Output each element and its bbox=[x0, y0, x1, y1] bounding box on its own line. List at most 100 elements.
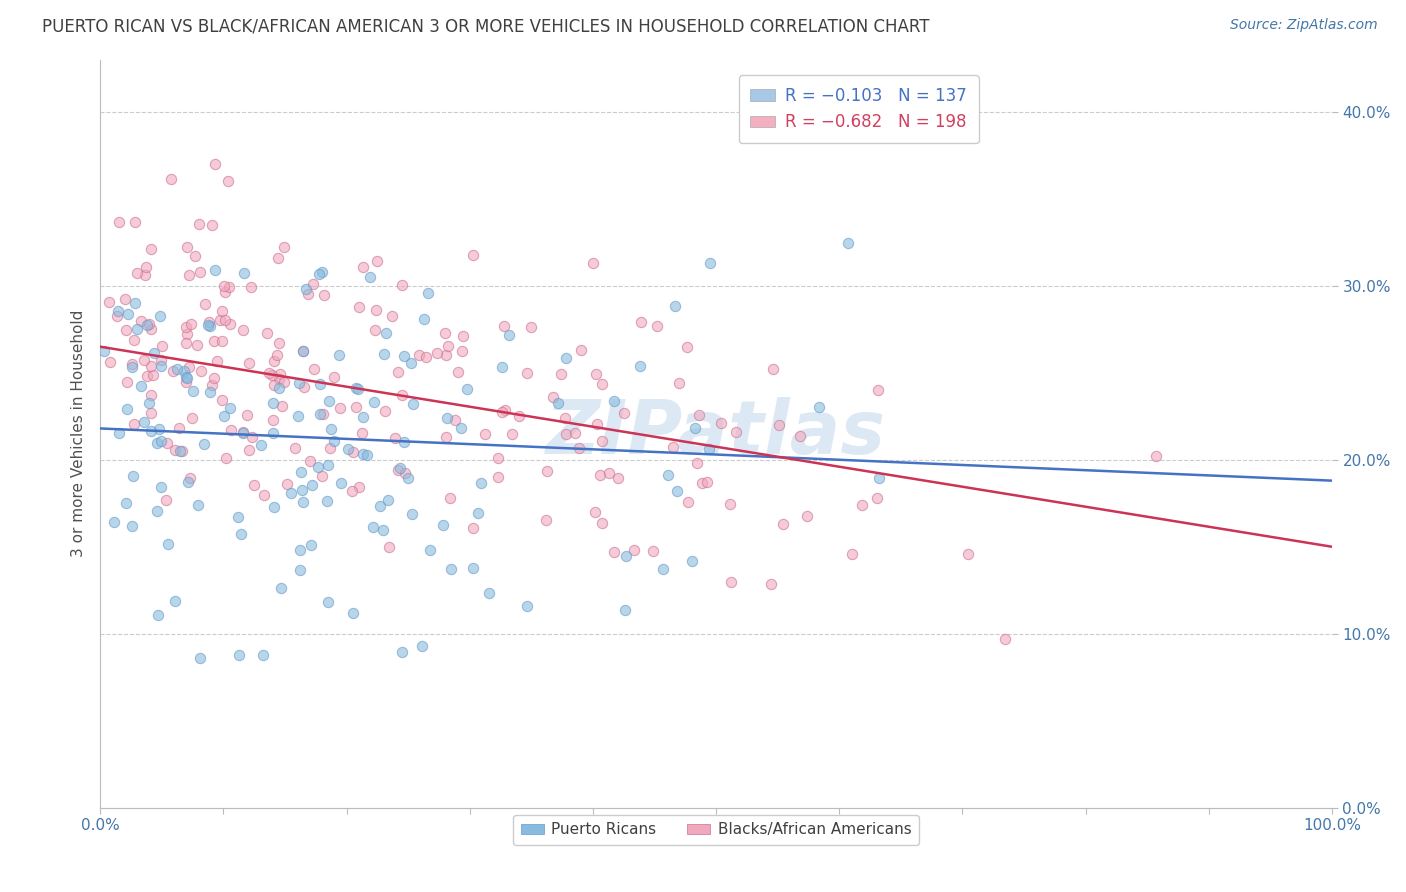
Point bbox=[194, 296, 217, 310]
Point bbox=[344, 381, 367, 395]
Point bbox=[124, 296, 146, 310]
Point bbox=[439, 491, 461, 505]
Point bbox=[299, 538, 322, 552]
Point bbox=[211, 393, 233, 408]
Point bbox=[219, 423, 242, 437]
Point bbox=[516, 599, 538, 614]
Point bbox=[117, 307, 139, 321]
Point bbox=[121, 360, 143, 375]
Point bbox=[628, 359, 651, 374]
Point bbox=[287, 409, 309, 423]
Point bbox=[273, 375, 295, 389]
Point bbox=[179, 471, 201, 485]
Point bbox=[688, 408, 710, 422]
Point bbox=[177, 475, 200, 489]
Point bbox=[662, 440, 685, 454]
Point bbox=[543, 390, 565, 404]
Point bbox=[699, 442, 721, 456]
Point bbox=[391, 645, 413, 659]
Point bbox=[432, 518, 454, 533]
Point bbox=[309, 407, 332, 421]
Point bbox=[139, 387, 162, 401]
Point bbox=[292, 495, 315, 509]
Point bbox=[312, 287, 335, 301]
Point bbox=[232, 425, 254, 440]
Point bbox=[250, 438, 273, 452]
Point bbox=[426, 345, 449, 359]
Point bbox=[359, 270, 381, 285]
Point bbox=[356, 448, 378, 462]
Point bbox=[415, 351, 437, 365]
Point bbox=[349, 480, 371, 494]
Point bbox=[664, 299, 686, 313]
Point bbox=[394, 349, 416, 363]
Point bbox=[302, 362, 325, 376]
Point bbox=[418, 285, 440, 300]
Point bbox=[308, 268, 330, 282]
Point bbox=[568, 441, 591, 455]
Point bbox=[591, 377, 613, 392]
Point bbox=[554, 351, 576, 366]
Point bbox=[139, 242, 162, 256]
Point bbox=[591, 434, 613, 449]
Point bbox=[474, 427, 496, 442]
Point bbox=[186, 338, 208, 352]
Point bbox=[447, 365, 470, 379]
Point bbox=[266, 348, 288, 362]
Point bbox=[232, 425, 254, 440]
Point bbox=[174, 320, 197, 334]
Point bbox=[408, 348, 430, 362]
Point bbox=[402, 397, 425, 411]
Point bbox=[606, 471, 628, 485]
Point bbox=[586, 417, 609, 431]
Point bbox=[214, 278, 236, 293]
Point bbox=[718, 497, 741, 511]
Point bbox=[368, 500, 391, 514]
Text: ZIPatlas: ZIPatlas bbox=[546, 397, 886, 470]
Point bbox=[768, 418, 790, 433]
Point bbox=[686, 456, 709, 470]
Point bbox=[218, 401, 240, 415]
Point bbox=[956, 547, 979, 561]
Point bbox=[720, 574, 742, 589]
Point bbox=[179, 268, 201, 283]
Point bbox=[486, 450, 509, 465]
Point bbox=[498, 328, 520, 343]
Point bbox=[439, 561, 461, 575]
Point bbox=[129, 314, 152, 328]
Point bbox=[643, 543, 665, 558]
Point bbox=[411, 639, 433, 653]
Point bbox=[226, 510, 249, 524]
Point bbox=[138, 317, 160, 331]
Point bbox=[837, 236, 859, 251]
Point bbox=[318, 441, 340, 455]
Point bbox=[232, 323, 254, 337]
Point bbox=[685, 421, 707, 435]
Point bbox=[384, 431, 406, 445]
Point bbox=[134, 268, 156, 282]
Point bbox=[352, 426, 374, 441]
Point bbox=[582, 256, 605, 270]
Point bbox=[808, 400, 831, 414]
Point bbox=[181, 410, 204, 425]
Point bbox=[214, 313, 236, 327]
Point bbox=[450, 343, 472, 358]
Point bbox=[176, 240, 198, 254]
Point bbox=[344, 400, 367, 414]
Point bbox=[166, 362, 188, 376]
Point bbox=[150, 434, 173, 449]
Point bbox=[796, 509, 818, 524]
Point bbox=[284, 442, 307, 456]
Point bbox=[645, 319, 668, 334]
Point bbox=[401, 507, 423, 521]
Point bbox=[585, 505, 607, 519]
Point bbox=[263, 354, 285, 368]
Point bbox=[591, 516, 613, 530]
Point bbox=[149, 480, 172, 494]
Point bbox=[569, 343, 592, 358]
Point bbox=[564, 425, 586, 440]
Point bbox=[105, 309, 128, 323]
Point bbox=[162, 364, 184, 378]
Point bbox=[176, 326, 198, 341]
Point bbox=[434, 348, 457, 362]
